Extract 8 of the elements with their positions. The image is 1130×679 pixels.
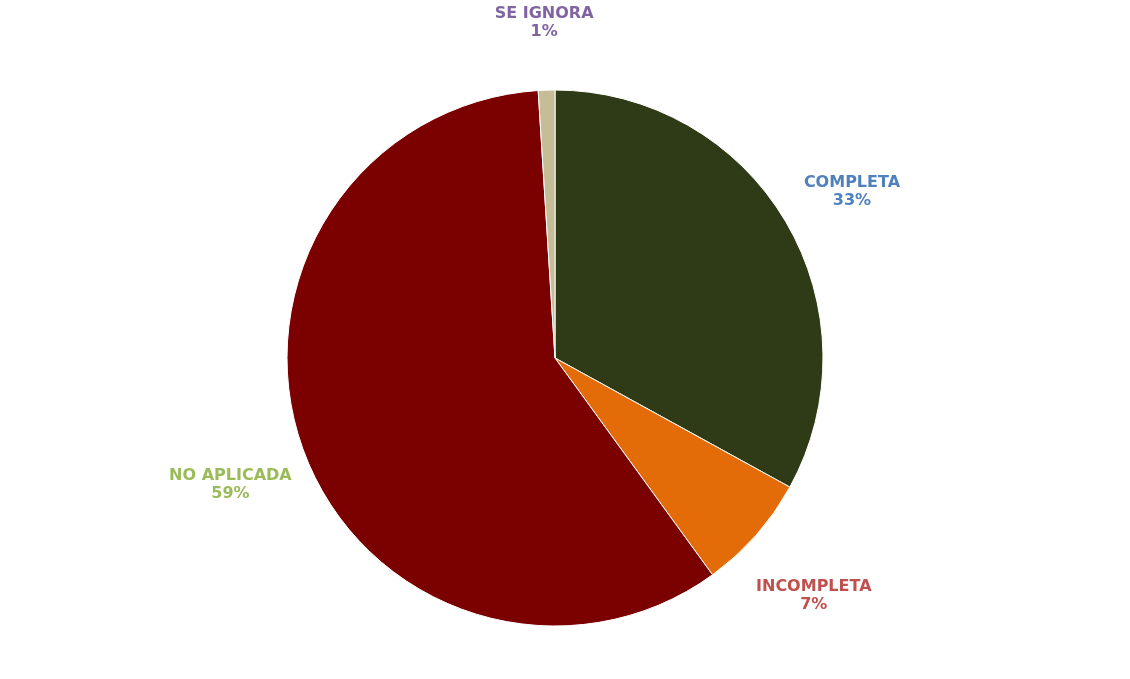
- data-label: 1%: [530, 21, 558, 41]
- slice-label: SE IGNORA: [494, 3, 595, 23]
- data-label: 33%: [832, 190, 872, 210]
- slice-label: INCOMPLETA: [756, 576, 873, 596]
- data-label: 59%: [211, 482, 250, 502]
- data-label: 7%: [800, 594, 828, 614]
- slice-label: COMPLETA: [803, 172, 901, 192]
- slice-label: NO APLICADA: [169, 464, 293, 484]
